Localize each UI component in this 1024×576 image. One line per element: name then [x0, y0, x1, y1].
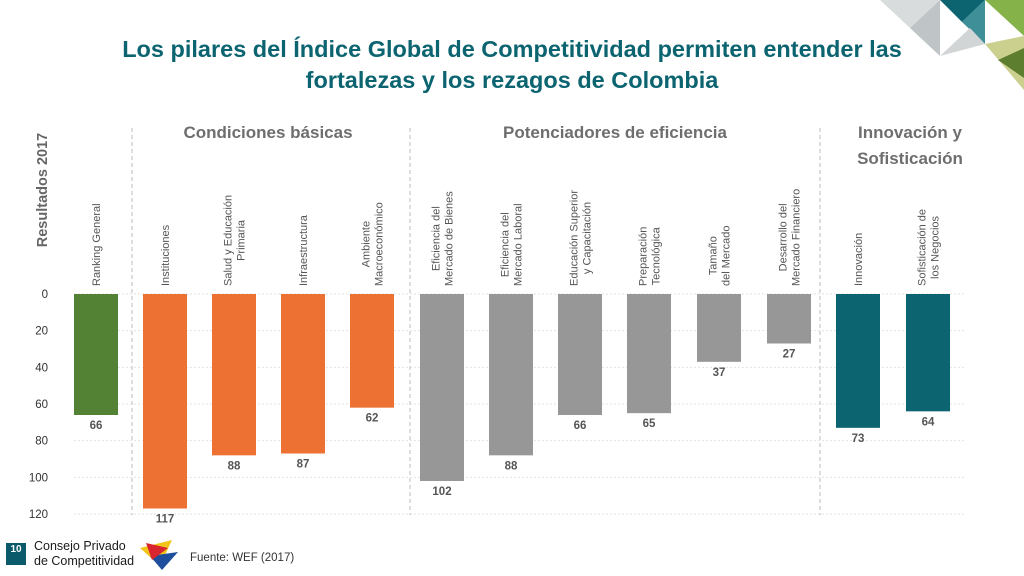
value-label: 87: [297, 459, 310, 471]
bar: [558, 294, 602, 415]
category-label-line: Mercado de Bienes: [444, 191, 456, 286]
value-label: 66: [574, 420, 587, 432]
value-label: 102: [432, 486, 451, 498]
category-label-line: Sofisticación de: [917, 209, 929, 286]
y-tick-label: 60: [35, 399, 48, 411]
title-line-2: fortalezas y los rezagos de Colombia: [305, 67, 719, 93]
category-label-line: del Mercado: [721, 225, 733, 286]
y-tick-label: 0: [42, 289, 48, 301]
y-tick-label: 80: [35, 436, 48, 448]
value-label: 73: [852, 433, 865, 445]
category-label-line: Macroeconómico: [374, 202, 386, 286]
value-label: 65: [643, 418, 656, 430]
category-label-line: Ambiente: [361, 221, 373, 267]
value-label: 88: [228, 460, 241, 472]
y-tick-label: 40: [35, 362, 48, 374]
bar: [836, 294, 880, 428]
brand-line-2: de Competitividad: [34, 554, 135, 568]
value-label: 37: [713, 367, 726, 379]
group-label-innovation: Innovación y Sofisticación: [840, 120, 980, 172]
bar: [143, 294, 187, 509]
y-tick-label: 20: [35, 326, 48, 338]
y-tick-label: 100: [29, 472, 48, 484]
bar: [420, 294, 464, 481]
category-label-line: Mercado Financiero: [791, 189, 803, 286]
category-label-line: Mercado Laboral: [513, 203, 525, 286]
category-label-line: Salud y Educación: [223, 195, 235, 286]
value-label: 62: [366, 413, 379, 425]
category-label-line: Eficiencia del: [431, 206, 443, 271]
brand-name: Consejo Privado de Competitividad: [34, 539, 134, 569]
brand-line-1: Consejo Privado: [34, 539, 126, 553]
source-note: Fuente: WEF (2017): [190, 552, 295, 564]
category-label-line: Innovación: [853, 233, 865, 286]
page-title: Los pilares del Índice Global de Competi…: [0, 34, 1024, 96]
category-label-line: Eficiencia del: [500, 212, 512, 277]
group-label-efficiency: Potenciadores de eficiencia: [503, 123, 727, 142]
anniversary-badge: 10: [6, 543, 26, 565]
category-label: Desarrollo del Mercado Financiero: [778, 189, 803, 286]
category-label: Innovación: [853, 233, 865, 286]
value-label: 66: [90, 420, 103, 432]
category-label-line: Ranking General: [91, 203, 103, 286]
category-label: Salud y Educación Primaria: [223, 195, 248, 286]
value-label: 64: [922, 416, 935, 428]
title-line-1: Los pilares del Índice Global de Competi…: [122, 36, 902, 62]
category-label-line: Tamaño: [708, 236, 720, 275]
bar: [906, 294, 950, 412]
y-tick-label: 120: [29, 509, 48, 521]
bar: [767, 294, 811, 344]
value-label: 88: [505, 460, 518, 472]
category-label-line: Tecnológica: [651, 226, 663, 285]
category-label-line: Educación Superior: [569, 190, 581, 286]
category-label: Eficiencia del Mercado Laboral: [500, 203, 525, 286]
bar: [627, 294, 671, 414]
category-label-line: Instituciones: [160, 224, 172, 286]
category-label-line: Desarrollo del: [778, 203, 790, 271]
category-label: Sofisticación de los Negocios: [917, 209, 942, 286]
bar: [489, 294, 533, 456]
category-label-line: y Capacitación: [582, 202, 594, 274]
bar: [212, 294, 256, 456]
category-label-line: Preparación: [638, 227, 650, 286]
category-label-line: Infraestructura: [298, 214, 310, 286]
value-label: 117: [156, 514, 175, 526]
value-label: 27: [783, 349, 796, 361]
bar: [350, 294, 394, 408]
category-label: Educación Superior y Capacitación: [569, 190, 594, 286]
group-label-innovation-line-1: Innovación y: [858, 123, 962, 142]
bar: [281, 294, 325, 454]
bar: [697, 294, 741, 362]
category-label: Ranking General: [91, 203, 103, 286]
category-label-line: Primaria: [236, 219, 248, 261]
group-label-innovation-line-2: Sofisticación: [857, 149, 963, 168]
category-label-line: los Negocios: [930, 215, 942, 278]
group-label-basic: Condiciones básicas: [183, 123, 353, 142]
category-label: Tamaño del Mercado: [708, 225, 733, 286]
category-label: Ambiente Macroeconómico: [361, 202, 386, 286]
bar: [74, 294, 118, 415]
category-label: Eficiencia del Mercado de Bienes: [431, 191, 456, 286]
category-label: Infraestructura: [298, 214, 310, 286]
category-label: Preparación Tecnológica: [638, 226, 663, 286]
category-label: Instituciones: [160, 224, 172, 286]
